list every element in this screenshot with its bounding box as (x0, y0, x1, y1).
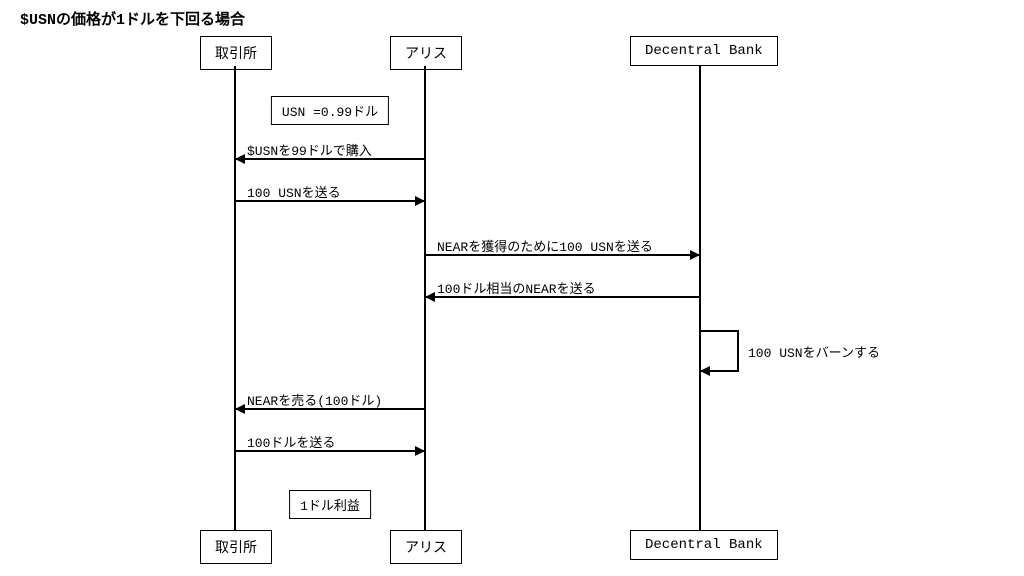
message-arrow (425, 254, 700, 256)
arrow-head-icon (415, 446, 425, 456)
message-label: 100 USNを送る (247, 182, 341, 201)
arrow-head-icon (415, 196, 425, 206)
lifeline-exchange (234, 66, 236, 530)
message-arrow (235, 200, 425, 202)
arrow-head-icon (235, 404, 245, 414)
arrow-head-icon (235, 154, 245, 164)
message-arrow (235, 450, 425, 452)
participant-bank: Decentral Bank (630, 530, 778, 560)
message-label: NEARを売る(100ドル) (247, 390, 382, 409)
self-message-label: 100 USNをバーンする (748, 342, 880, 361)
message-label: 100ドル相当のNEARを送る (437, 278, 596, 297)
self-message-line (737, 330, 739, 372)
lifeline-bank (699, 66, 701, 530)
participant-alice: アリス (390, 530, 462, 564)
participant-exchange: 取引所 (200, 530, 272, 564)
arrow-head-icon (700, 366, 710, 376)
message-arrow (235, 408, 425, 410)
note-box: 1ドル利益 (289, 490, 371, 519)
participant-exchange: 取引所 (200, 36, 272, 70)
message-label: NEARを獲得のために100 USNを送る (437, 236, 653, 255)
arrow-head-icon (690, 250, 700, 260)
participant-alice: アリス (390, 36, 462, 70)
self-message-line (700, 330, 738, 332)
participant-bank: Decentral Bank (630, 36, 778, 66)
diagram-title: $USNの価格が1ドルを下回る場合 (20, 8, 245, 29)
message-arrow (235, 158, 425, 160)
note-box: USN =0.99ドル (271, 96, 389, 125)
message-label: 100ドルを送る (247, 432, 335, 451)
arrow-head-icon (425, 292, 435, 302)
message-label: $USNを99ドルで購入 (247, 140, 372, 159)
message-arrow (425, 296, 700, 298)
